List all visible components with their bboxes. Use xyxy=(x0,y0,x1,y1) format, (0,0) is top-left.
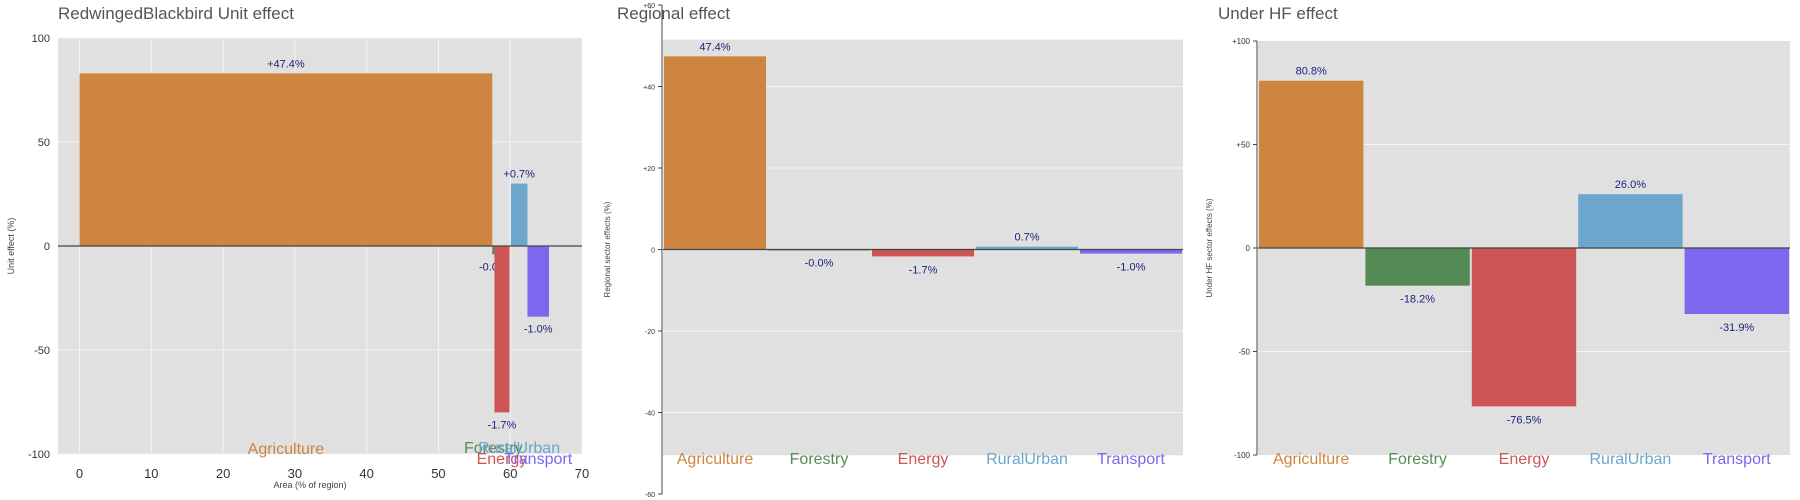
bar-forestry xyxy=(492,246,495,255)
y-tick-label: +40 xyxy=(643,85,655,92)
category-label-forestry: Forestry xyxy=(464,440,523,457)
data-label: -1.7% xyxy=(488,419,517,431)
data-label: 0.7% xyxy=(1014,232,1039,244)
category-label-agriculture: Agriculture xyxy=(677,451,754,468)
bar-agriculture xyxy=(79,73,493,246)
y-tick-label: -100 xyxy=(1234,451,1251,460)
y-tick-label: -60 xyxy=(645,492,655,499)
y-tick-label: 0 xyxy=(1246,244,1251,253)
data-label: -18.2% xyxy=(1400,294,1435,306)
chart-title: RedwingedBlackbird Unit effect xyxy=(58,4,294,23)
data-label: 26.0% xyxy=(1615,179,1646,191)
category-label-transport: Transport xyxy=(504,451,572,468)
bar-ruralurban xyxy=(976,246,1078,250)
y-axis-label: Unit effect (%) xyxy=(6,218,16,275)
data-label: 47.4% xyxy=(699,41,730,53)
data-label: -1.0% xyxy=(524,324,553,336)
y-tick-label: -40 xyxy=(645,411,655,418)
data-label: +47.4% xyxy=(267,58,305,70)
y-tick-label: 0 xyxy=(651,248,655,255)
bar-agriculture xyxy=(1259,80,1364,248)
x-tick-label: 50 xyxy=(431,466,445,481)
y-tick-label: +20 xyxy=(643,166,655,173)
data-label: -1.7% xyxy=(909,264,938,276)
data-label: -1.0% xyxy=(1117,262,1146,274)
y-tick-label: -50 xyxy=(34,345,50,357)
data-label: 80.8% xyxy=(1296,66,1327,78)
category-label-ruralurban: RuralUrban xyxy=(478,440,560,457)
y-tick-label: +100 xyxy=(1232,37,1251,46)
x-axis-label: Area (% of region) xyxy=(273,480,346,490)
bar-transport xyxy=(527,246,549,317)
data-label: -31.9% xyxy=(1719,322,1754,334)
chart-3: Under HF effect -100 -50 0 +50 +100 Under HF s… xyxy=(1205,4,1790,468)
y-tick-label: +60 xyxy=(643,3,655,10)
x-tick-label: 20 xyxy=(216,466,230,481)
category-label-ruralurban: RuralUrban xyxy=(1589,451,1671,468)
y-axis-label: Regional sector effects (%) xyxy=(603,201,612,297)
bar-ruralurban xyxy=(1578,194,1683,248)
chart-title: Regional effect xyxy=(617,4,730,23)
y-tick-label: -50 xyxy=(1238,348,1250,357)
chart-1: RedwingedBlackbird Unit effect -100 -50 0 50… xyxy=(6,4,589,490)
x-tick-label: 40 xyxy=(359,466,373,481)
y-tick-label: 0 xyxy=(44,241,50,253)
x-tick-label: 60 xyxy=(503,466,517,481)
category-label-ruralurban: RuralUrban xyxy=(986,451,1068,468)
data-label: -76.5% xyxy=(1507,414,1542,426)
category-label-energy: Energy xyxy=(898,451,949,468)
y-axis-label: Under HF sector effects (%) xyxy=(1205,198,1214,297)
category-label-transport: Transport xyxy=(1703,451,1771,468)
bar-transport xyxy=(1080,249,1182,254)
y-tick-label: -20 xyxy=(645,329,655,336)
category-label-forestry: Forestry xyxy=(1388,451,1447,468)
category-label-agriculture: Agriculture xyxy=(1273,451,1350,468)
bar-energy xyxy=(494,246,510,413)
y-tick-label: 50 xyxy=(38,137,50,149)
y-tick-label: 100 xyxy=(32,33,50,45)
category-label-energy: Energy xyxy=(477,451,528,468)
category-label-energy: Energy xyxy=(1499,451,1550,468)
bar-energy xyxy=(1471,248,1577,407)
y-tick-label: +50 xyxy=(1236,141,1250,150)
x-tick-label: 0 xyxy=(76,466,83,481)
chart-2: Regional effect -60 -40 -20 0 +20 +40 +60 Region… xyxy=(603,3,1183,499)
bar-ruralurban xyxy=(510,183,528,246)
category-label-agriculture: Agriculture xyxy=(248,441,325,458)
category-label-transport: Transport xyxy=(1097,451,1165,468)
x-tick-label: 70 xyxy=(575,466,589,481)
x-tick-label: 30 xyxy=(288,466,302,481)
category-label-forestry: Forestry xyxy=(790,451,849,468)
bar-transport xyxy=(1684,248,1789,315)
y-tick-label: -100 xyxy=(28,449,50,461)
chart-title: Under HF effect xyxy=(1218,4,1338,23)
bar-energy xyxy=(872,249,974,257)
data-label: +0.7% xyxy=(503,169,535,181)
x-tick-label: 10 xyxy=(144,466,158,481)
data-label: -0.0% xyxy=(805,258,834,270)
bar-agriculture xyxy=(664,56,766,250)
bar-forestry xyxy=(1365,248,1470,286)
